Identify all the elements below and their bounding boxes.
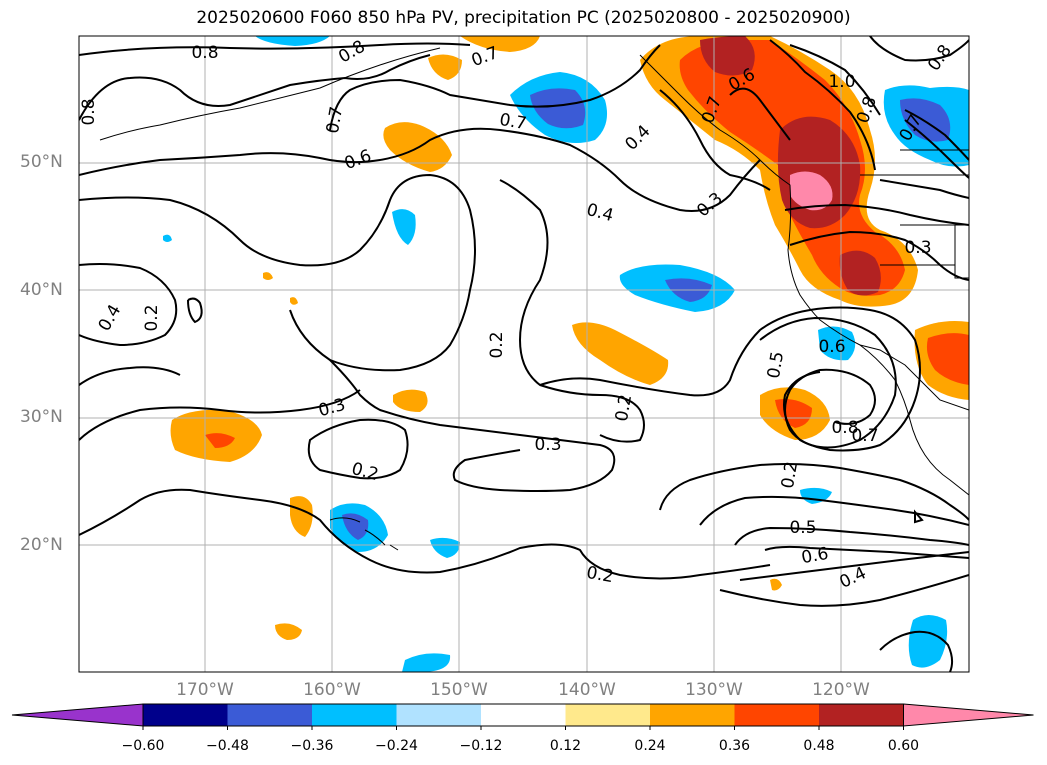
- contour-label: 0.7: [498, 110, 528, 134]
- colorbar-box: [143, 704, 228, 726]
- colorbar-box: [396, 704, 481, 726]
- lon-label-120w: 120°W: [812, 680, 870, 700]
- colorbar-tick-label: −0.12: [459, 738, 503, 754]
- colorbar-tick-label: −0.60: [121, 738, 165, 754]
- lat-label-50n: 50°N: [20, 152, 63, 172]
- contour-label: 0.2: [142, 304, 162, 331]
- colorbar-tick-label: 0.36: [718, 738, 751, 754]
- colorbar-tick-label: −0.36: [290, 738, 334, 754]
- map-border: [78, 35, 970, 673]
- colorbar-box: [565, 704, 650, 726]
- colorbar-box: [227, 704, 312, 726]
- colorbar-tick-label: 0.12: [549, 738, 582, 754]
- coastlines: [99, 47, 969, 551]
- colorbar-extend-max: [903, 703, 1034, 727]
- lon-label-160w: 160°W: [303, 680, 361, 700]
- colorbar-tick-label: 0.24: [634, 738, 666, 754]
- contour-label: 0.2: [487, 331, 507, 358]
- contour-label: 0.6: [800, 544, 830, 568]
- colorbar-tick-label: −0.24: [375, 738, 418, 754]
- contour-label: 0.8: [191, 43, 218, 63]
- graticule: [79, 36, 969, 672]
- colorbar-tick-label: −0.48: [206, 738, 249, 754]
- colorbar-tick-label: 0.48: [803, 738, 835, 754]
- contour-label: 0.2: [585, 563, 615, 587]
- contour-label: 0.5: [789, 518, 816, 538]
- colorbar-box: [481, 704, 566, 726]
- colorbar: [11, 703, 1034, 730]
- lat-label-40n: 40°N: [20, 280, 63, 300]
- colorbar-box: [734, 704, 819, 726]
- lon-label-130w: 130°W: [685, 680, 743, 700]
- contour-label: 1.0: [828, 72, 855, 92]
- colorbar-box: [650, 704, 735, 726]
- lon-label-170w: 170°W: [176, 680, 234, 700]
- colorbar-extend-min: [11, 703, 144, 727]
- colorbar-box: [819, 704, 904, 726]
- colorbar-tick-label: 0.60: [887, 738, 920, 754]
- map-title: 2025020600 F060 850 hPa PV, precipitatio…: [196, 8, 851, 28]
- lat-label-30n: 30°N: [20, 407, 63, 427]
- contour-label: 0.3: [904, 238, 931, 258]
- pv-contours: [79, 36, 969, 672]
- contour-label: 0.8: [79, 98, 99, 125]
- lat-label-20n: 20°N: [20, 535, 63, 555]
- lon-label-140w: 140°W: [558, 680, 616, 700]
- contour-label: 0.2: [612, 393, 636, 423]
- contour-label: 0.5: [764, 350, 788, 380]
- lon-label-150w: 150°W: [430, 680, 488, 700]
- contour-label: 0.7: [323, 105, 347, 135]
- contour-label: 0.2: [778, 460, 802, 490]
- contour-label: 0.8: [831, 418, 858, 438]
- contour-label: 0.3: [534, 435, 561, 455]
- contour-label: 0.7: [851, 426, 878, 446]
- contour-label: 0.6: [818, 337, 845, 357]
- colorbar-box: [312, 704, 397, 726]
